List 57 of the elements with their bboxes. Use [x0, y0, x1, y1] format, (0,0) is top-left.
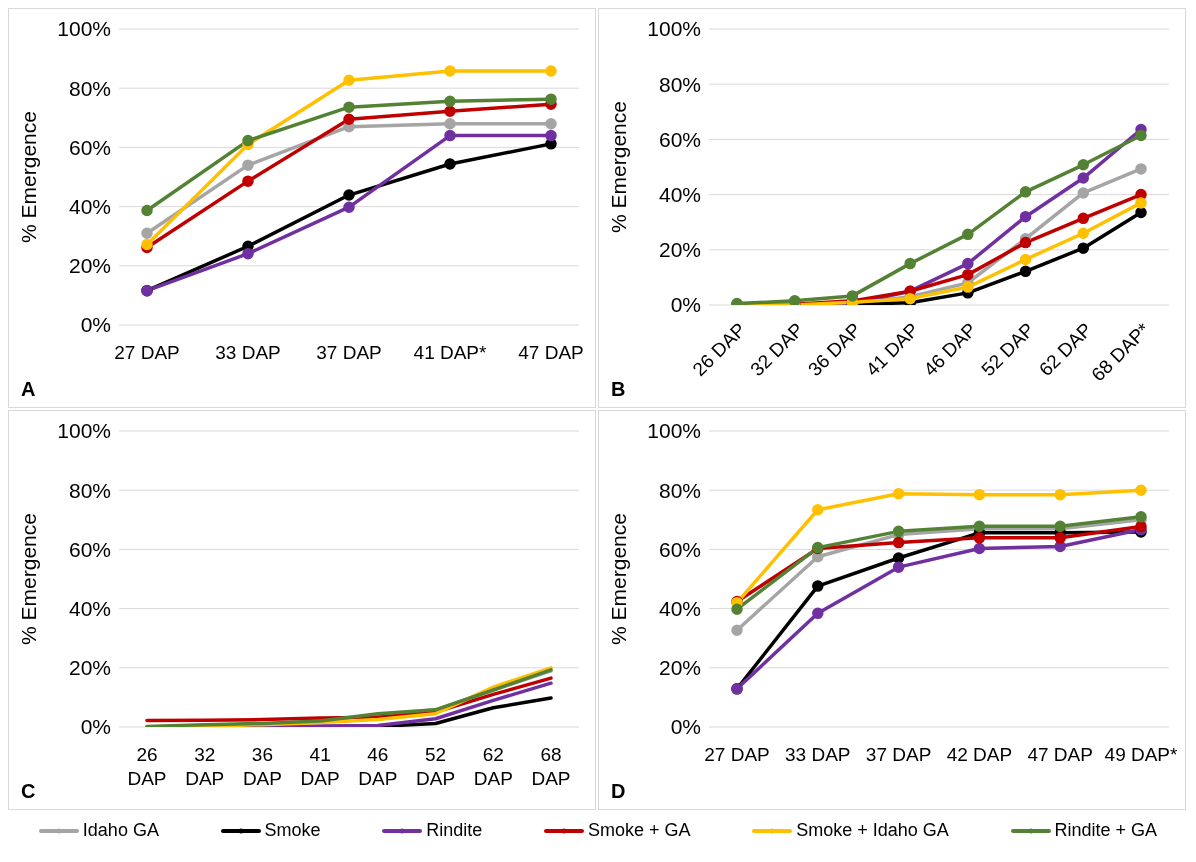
legend-label: Smoke + Idaho GA	[796, 820, 949, 841]
x-tick-label: 37 DAP	[865, 744, 932, 765]
x-tick-label: 46 DAP	[358, 744, 398, 789]
y-tick-label: 60%	[658, 127, 701, 151]
x-tick-label: 36 DAP	[242, 744, 282, 789]
y-axis-title: % Emergence	[607, 513, 631, 645]
legend-label: Idaho GA	[82, 820, 159, 841]
y-tick-label: 40%	[658, 597, 701, 621]
x-tick-label: 33 DAP	[785, 744, 851, 765]
legend-label: Rindite + GA	[1054, 820, 1158, 841]
y-tick-label: 20%	[658, 656, 701, 680]
legend-label: Smoke + GA	[588, 820, 691, 841]
y-tick-label: 60%	[68, 135, 111, 159]
x-tick-label: 27 DAP	[114, 342, 180, 363]
y-tick-label: 100%	[57, 17, 111, 41]
y-tick-label: 80%	[658, 72, 701, 96]
x-tick-label: 49 DAP*	[1104, 744, 1179, 765]
x-tick-label: 32 DAP	[185, 744, 225, 789]
x-tick-label: 68 DAP	[531, 744, 571, 789]
x-tick-label: 47 DAP	[518, 342, 584, 363]
y-tick-label: 20%	[658, 238, 701, 262]
x-tick-label: 52 DAP	[416, 744, 456, 789]
x-tick-label: 26 DAP	[127, 744, 167, 789]
x-tick-label: 62 DAP	[473, 744, 513, 789]
x-tick-label: 33 DAP	[215, 342, 281, 363]
x-tick-label: 27 DAP	[704, 744, 770, 765]
text: D	[611, 780, 626, 803]
y-tick-label: 100%	[647, 419, 701, 443]
y-tick-label: 60%	[658, 537, 701, 561]
x-tick-label: 41 DAP*	[413, 342, 488, 363]
y-tick-label: 60%	[68, 537, 111, 561]
y-tick-label: 80%	[68, 478, 111, 502]
y-tick-label: 100%	[57, 419, 111, 443]
y-tick-label: 40%	[68, 195, 111, 219]
y-tick-label: 80%	[658, 478, 701, 502]
text: A	[21, 378, 36, 401]
y-axis-title: % Emergence	[607, 101, 631, 233]
x-tick-label: 47 DAP	[1027, 744, 1093, 765]
legend-label: Smoke	[264, 820, 321, 841]
y-tick-label: 0%	[670, 293, 701, 317]
y-tick-label: 80%	[68, 76, 111, 100]
y-axis-title: % Emergence	[17, 111, 41, 243]
y-tick-label: 40%	[68, 597, 111, 621]
y-tick-label: 0%	[80, 313, 111, 337]
y-tick-label: 0%	[80, 715, 111, 739]
x-tick-label: 41 DAP	[300, 744, 340, 789]
y-tick-label: 20%	[68, 254, 111, 278]
y-axis-title: % Emergence	[17, 513, 41, 645]
y-tick-label: 40%	[658, 183, 701, 207]
y-tick-label: 20%	[68, 656, 111, 680]
text: B	[611, 378, 626, 401]
x-tick-label: 37 DAP	[316, 342, 382, 363]
y-tick-label: 100%	[647, 17, 701, 41]
text: C	[21, 780, 36, 803]
y-tick-label: 0%	[670, 715, 701, 739]
legend-label: Rindite	[426, 820, 483, 841]
x-tick-label: 42 DAP	[946, 744, 1013, 765]
